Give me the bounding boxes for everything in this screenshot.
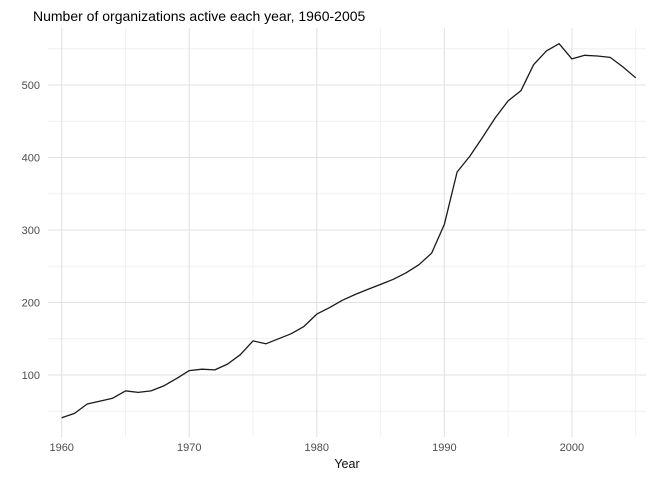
data-line-organizations bbox=[61, 43, 637, 419]
gridlines-minor bbox=[48, 28, 646, 437]
y-tick-label: 200 bbox=[22, 298, 40, 310]
x-tick-label: 2000 bbox=[560, 442, 584, 454]
x-axis-tick-labels: 1960 1970 1980 1990 2000 bbox=[49, 442, 584, 454]
x-tick-label: 1990 bbox=[432, 442, 456, 454]
x-axis-title: Year bbox=[334, 457, 360, 471]
y-tick-label: 100 bbox=[22, 370, 40, 382]
y-axis-tick-labels: 100 200 300 400 500 bbox=[22, 80, 40, 382]
y-tick-label: 300 bbox=[22, 225, 40, 237]
gridlines-major bbox=[48, 28, 646, 437]
x-tick-label: 1960 bbox=[49, 442, 73, 454]
y-tick-label: 400 bbox=[22, 153, 40, 165]
x-tick-label: 1970 bbox=[177, 442, 201, 454]
chart-title: Number of organizations active each year… bbox=[33, 8, 366, 24]
y-tick-label: 500 bbox=[22, 80, 40, 92]
x-tick-label: 1980 bbox=[305, 442, 329, 454]
